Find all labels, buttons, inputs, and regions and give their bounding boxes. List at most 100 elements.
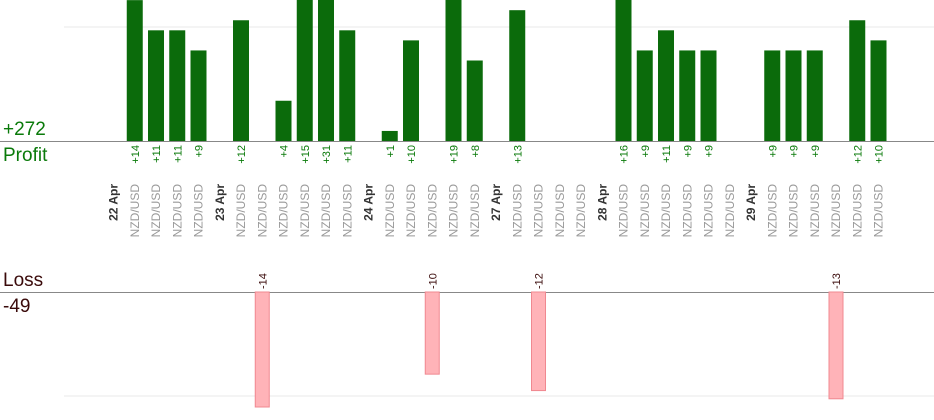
loss-value-label: -13 [831,273,843,289]
profit-bar [509,10,526,141]
loss-bar [254,291,270,408]
pair-label: NZD/USD [170,184,184,238]
profit-value-label: +10 [874,145,886,164]
pair-label: NZD/USD [298,184,312,238]
profit-value-label: +11 [661,145,673,163]
profit-bar [403,40,419,141]
pair-label: NZD/USD [850,184,864,238]
profit-value-label: +9 [640,145,652,158]
pair-label: NZD/USD [659,184,673,238]
profit-bar [870,40,887,141]
loss-total: -49 [3,296,31,317]
profit-value-label: +12 [852,145,864,164]
pair-label: NZD/USD [340,184,354,238]
profit-bar [233,20,249,141]
profit-bar [615,0,632,141]
profit-bar [296,0,313,141]
profit-value-label: +1 [385,145,397,158]
profit-total: +272 [3,119,46,140]
pair-label: NZD/USD [192,184,206,238]
pair-label: NZD/USD [404,184,418,238]
profit-value-label: +9 [767,145,779,158]
pair-label: NZD/USD [383,184,397,238]
profit-bar [806,50,823,141]
bars-layer [126,0,887,408]
date-label: 28 Apr [595,184,609,221]
profit-value-label: +9 [810,145,822,158]
profit-value-label: +4 [279,145,291,158]
profit-bar [318,0,334,141]
profit-bar [658,30,674,141]
profit-value-label: +12 [236,145,248,164]
date-label: 23 Apr [213,184,227,221]
grid-layer [0,26,934,397]
profit-value-label: +15 [300,145,312,164]
profit-value-label: +13 [512,145,524,164]
labels-layer: 22 Apr NZD/USD +14 NZD/USD +11 NZD/USD +11 NZD/… [107,145,886,289]
loss-value-label: -14 [257,273,269,289]
profit-label: Profit [3,145,48,166]
profit-bar [445,0,462,141]
date-label: 29 Apr [744,184,758,221]
pair-label: NZD/USD [765,184,779,238]
profit-bar [275,100,292,141]
loss-label: Loss [3,270,44,291]
profit-value-label: +14 [130,145,142,164]
pair-label: NZD/USD [872,184,886,238]
pair-label: NZD/USD [277,184,291,238]
pair-label: NZD/USD [532,184,546,238]
profit-value-label: +19 [449,145,461,164]
profit-value-label: +31 [321,145,333,164]
pair-label: NZD/USD [680,184,694,238]
profit-bar [126,0,143,141]
pair-label: NZD/USD [617,184,631,238]
profit-bar [785,50,802,141]
profit-value-label: +11 [342,145,354,163]
pair-label: NZD/USD [510,184,524,238]
profit-bar [169,30,186,141]
pair-label: NZD/USD [808,184,822,238]
profit-bar [339,30,356,141]
pair-label: NZD/USD [128,184,142,238]
loss-bar [828,291,844,400]
profit-bar [636,50,653,141]
pair-label: NZD/USD [149,184,163,238]
profit-value-label: +10 [406,145,418,164]
profit-value-label: +11 [172,145,184,163]
profit-value-label: +9 [194,145,206,158]
pair-label: NZD/USD [425,184,439,238]
profit-value-label: +9 [682,145,694,158]
profit-bar [700,50,717,141]
loss-value-label: -10 [427,273,439,289]
loss-bar [531,291,546,392]
profit-bar [849,20,866,141]
profit-value-label: +8 [470,145,482,158]
pair-label: NZD/USD [702,184,716,238]
pair-label: NZD/USD [553,184,567,238]
pair-label: NZD/USD [829,184,843,238]
pair-label: NZD/USD [447,184,461,238]
profit-value-label: +16 [619,145,631,164]
profit-bar [466,60,483,141]
profit-bar [679,50,696,141]
profit-bar [381,130,398,141]
date-label: 24 Apr [362,184,376,221]
loss-value-label: -12 [534,273,546,289]
profit-value-label: +11 [151,145,163,163]
profit-bar [148,30,164,141]
profit-value-label: +9 [789,145,801,158]
pair-label: NZD/USD [234,184,248,238]
profit-bar [764,50,781,141]
profit-bar [190,50,207,141]
pair-label: NZD/USD [574,184,588,238]
pair-label: NZD/USD [468,184,482,238]
date-label: 22 Apr [107,184,121,221]
pair-label: NZD/USD [787,184,801,238]
pair-label: NZD/USD [638,184,652,238]
loss-bar [424,291,440,375]
date-label: 27 Apr [489,184,503,221]
pair-label: NZD/USD [255,184,269,238]
pair-label: NZD/USD [319,184,333,238]
profit-value-label: +9 [704,145,716,158]
